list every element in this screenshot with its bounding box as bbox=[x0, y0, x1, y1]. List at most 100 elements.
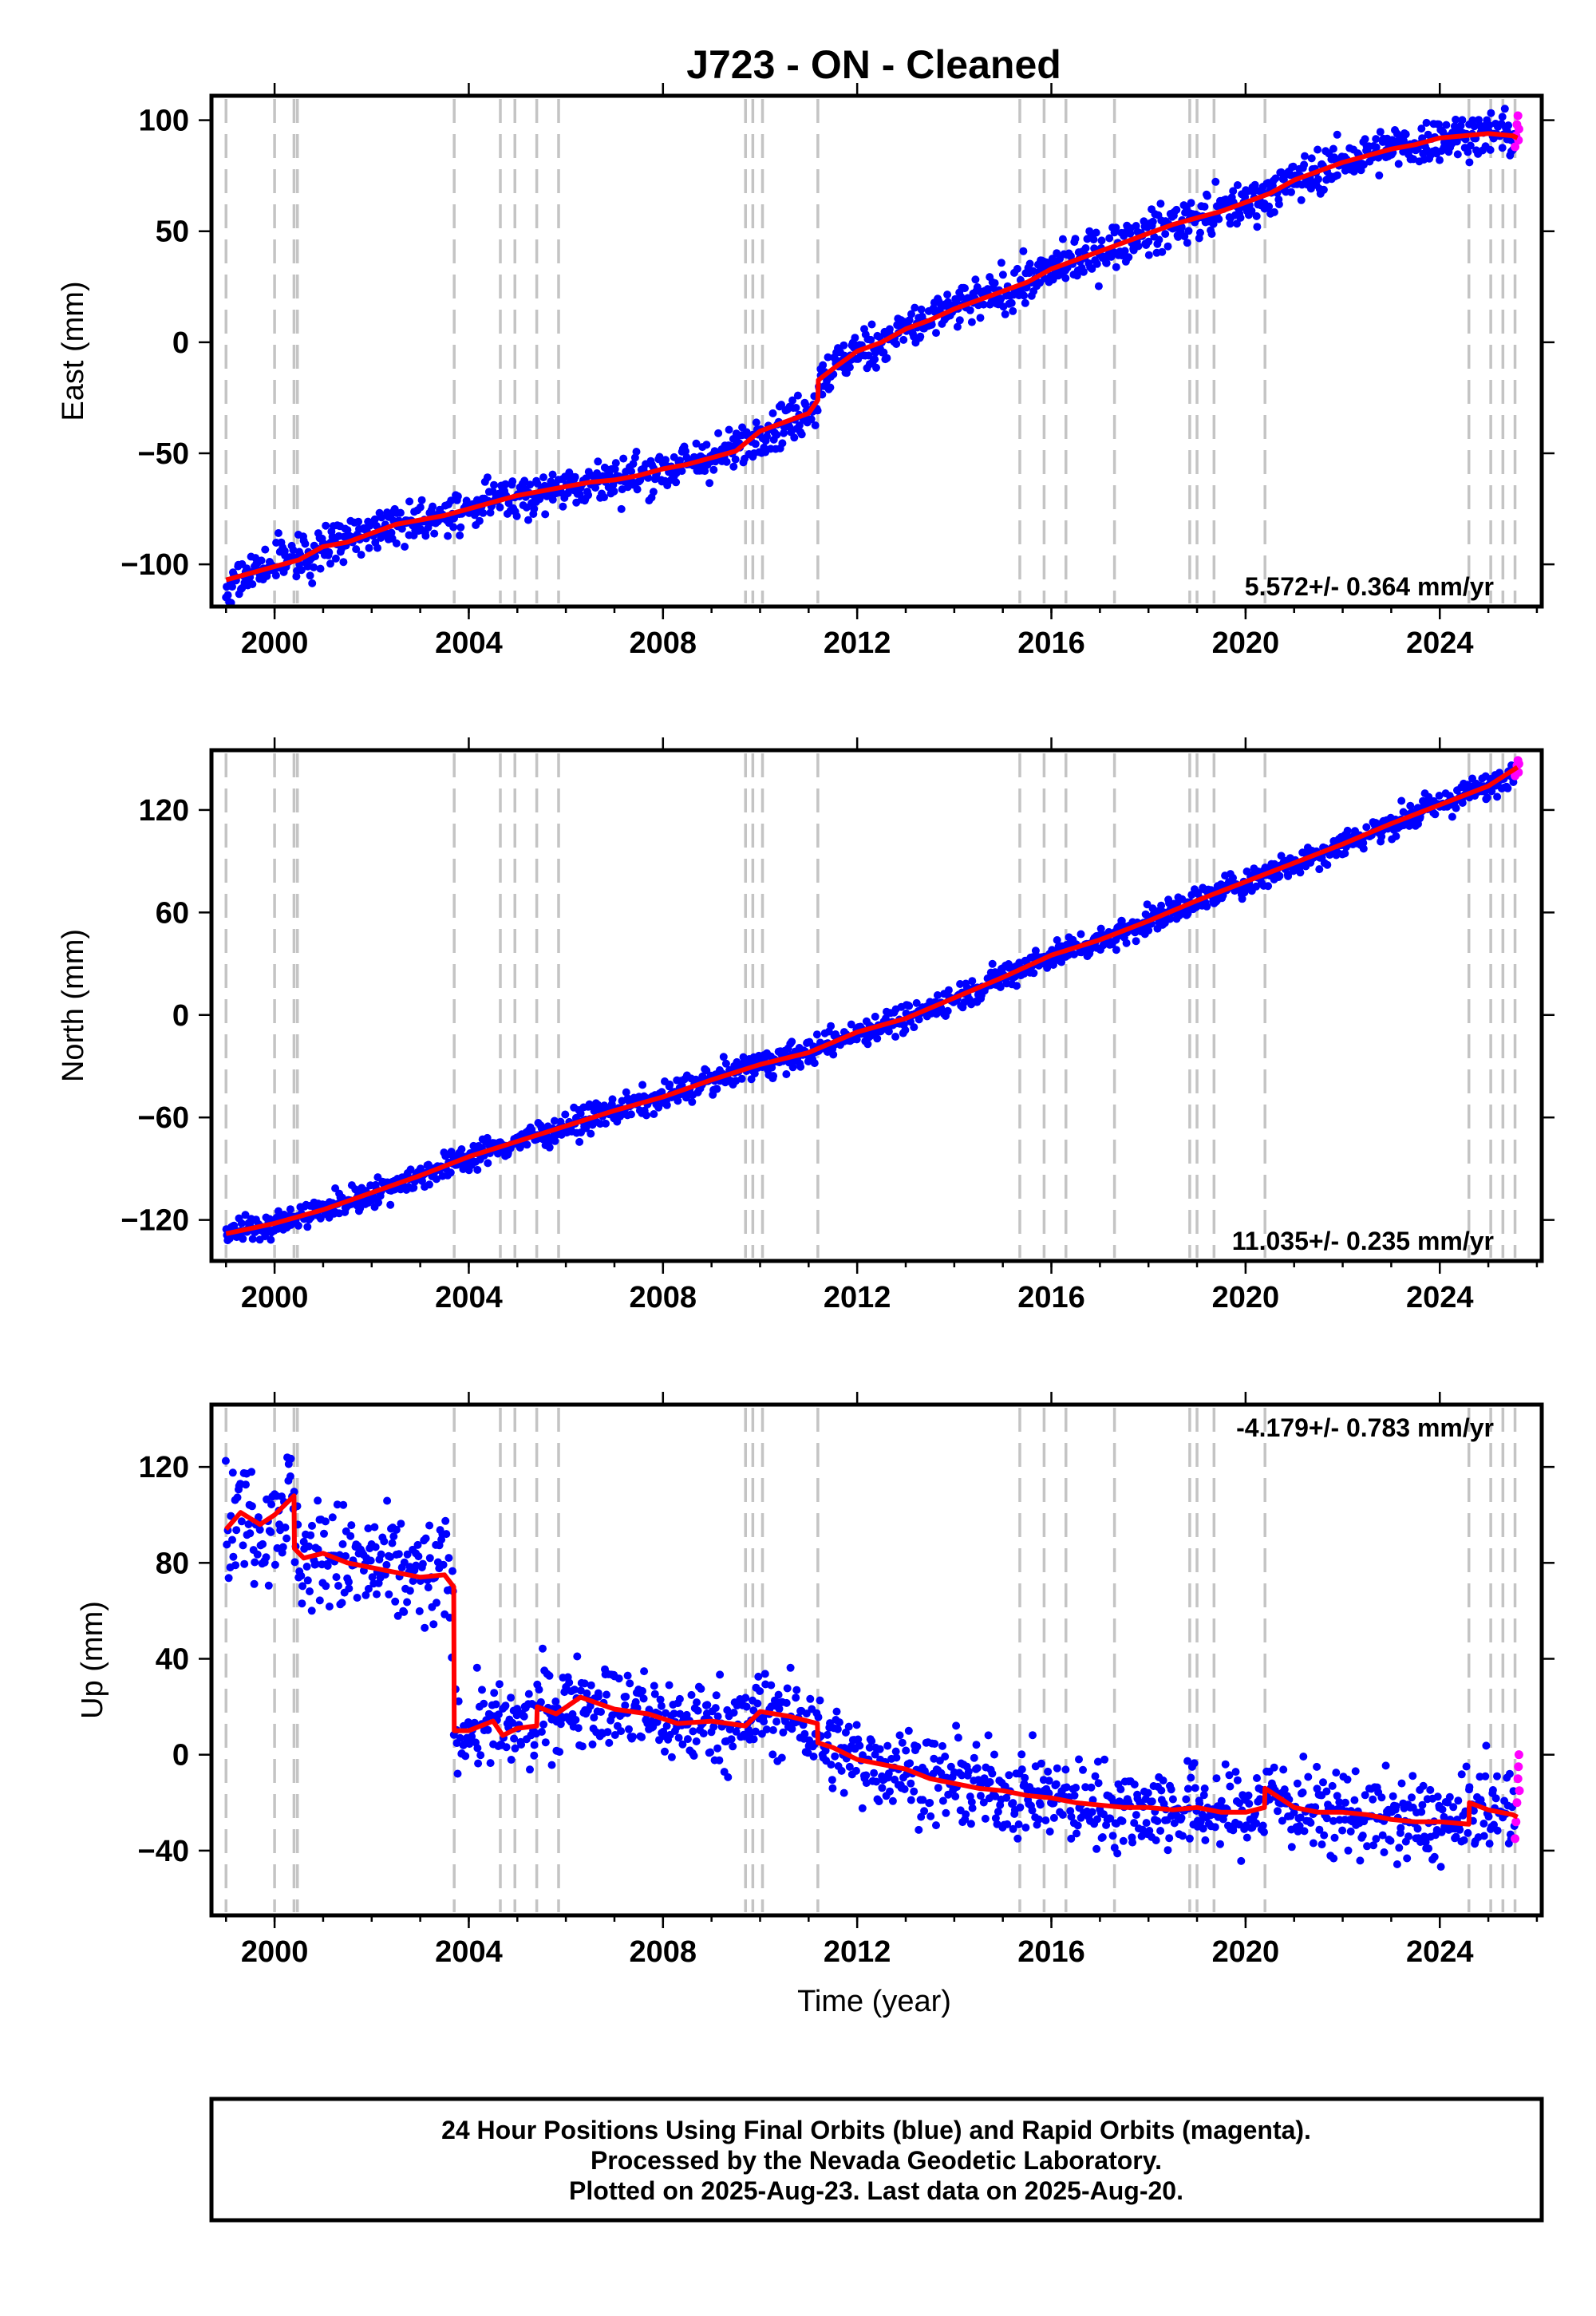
up-data-point bbox=[1488, 1786, 1497, 1794]
up-data-point bbox=[495, 1680, 504, 1689]
up-data-point bbox=[1341, 1798, 1349, 1807]
north-data-point bbox=[551, 1136, 559, 1145]
footer-box: 24 Hour Positions Using Final Orbits (bl… bbox=[209, 2097, 1544, 2223]
north-data-point bbox=[1483, 793, 1491, 802]
up-data-point bbox=[958, 1771, 966, 1780]
east-data-point bbox=[790, 433, 799, 442]
east-data-point bbox=[1297, 196, 1306, 204]
up-data-point bbox=[779, 1728, 788, 1737]
up-data-point bbox=[414, 1552, 423, 1561]
east-data-point bbox=[483, 473, 492, 482]
east-data-point bbox=[752, 418, 760, 427]
up-data-point bbox=[716, 1670, 725, 1679]
up-data-point bbox=[507, 1756, 516, 1764]
up-data-point bbox=[1417, 1808, 1426, 1816]
up-data-point bbox=[727, 1735, 736, 1744]
east-data-point bbox=[1452, 115, 1460, 124]
north-data-point bbox=[1431, 810, 1440, 819]
up-data-point bbox=[952, 1721, 961, 1730]
up-data-point bbox=[920, 1807, 929, 1816]
east-data-point bbox=[1105, 234, 1114, 243]
east-data-point bbox=[444, 532, 452, 540]
east-data-point bbox=[1270, 207, 1278, 216]
up-data-point bbox=[675, 1694, 684, 1703]
up-data-point bbox=[749, 1735, 758, 1744]
up-data-point bbox=[1361, 1791, 1369, 1800]
north-x-tick-label: 2000 bbox=[241, 1281, 309, 1314]
up-data-point bbox=[667, 1753, 676, 1761]
east-data-point bbox=[1236, 213, 1245, 222]
up-data-point bbox=[1430, 1852, 1439, 1861]
east-data-point bbox=[1233, 181, 1242, 189]
up-data-point bbox=[639, 1694, 648, 1703]
east-data-point bbox=[1329, 144, 1337, 153]
up-data-point bbox=[862, 1779, 871, 1788]
north-x-tick-label: 2004 bbox=[435, 1281, 503, 1314]
east-x-tick-label: 2012 bbox=[824, 626, 891, 660]
east-data-point bbox=[1124, 253, 1133, 262]
up-data-point bbox=[571, 1716, 580, 1724]
up-data-point bbox=[1152, 1836, 1160, 1844]
up-data-point bbox=[424, 1583, 433, 1592]
east-data-point bbox=[872, 363, 880, 372]
up-data-point bbox=[425, 1521, 434, 1530]
up-data-point bbox=[1062, 1783, 1071, 1792]
up-data-point bbox=[792, 1686, 801, 1694]
north-data-point bbox=[1341, 849, 1349, 858]
up-data-point bbox=[942, 1808, 950, 1817]
up-data-point bbox=[403, 1598, 412, 1607]
east-data-point bbox=[1401, 130, 1410, 139]
up-data-point bbox=[1369, 1841, 1378, 1850]
east-data-point bbox=[501, 480, 510, 488]
east-data-point bbox=[681, 447, 689, 456]
up-data-point bbox=[988, 1769, 997, 1778]
up-data-point bbox=[906, 1759, 915, 1768]
east-data-point bbox=[508, 477, 517, 486]
up-data-point bbox=[524, 1690, 533, 1698]
up-data-point bbox=[1049, 1799, 1058, 1808]
up-data-point bbox=[970, 1753, 978, 1762]
up-data-point bbox=[267, 1528, 275, 1536]
north-data-point bbox=[484, 1159, 492, 1168]
up-data-point bbox=[421, 1534, 430, 1543]
up-data-point bbox=[837, 1766, 846, 1775]
north-data-point bbox=[912, 998, 921, 1007]
up-data-point bbox=[1052, 1780, 1061, 1788]
north-data-point bbox=[1157, 901, 1166, 910]
up-data-point bbox=[1343, 1775, 1352, 1784]
up-data-point bbox=[670, 1709, 678, 1718]
east-data-point bbox=[271, 571, 280, 579]
east-data-point bbox=[1203, 192, 1211, 200]
up-data-point bbox=[1148, 1797, 1156, 1806]
north-data-point bbox=[457, 1145, 466, 1153]
east-data-point bbox=[594, 457, 602, 466]
up-data-point bbox=[536, 1697, 545, 1706]
up-data-point bbox=[332, 1573, 341, 1582]
up-data-point bbox=[1460, 1836, 1468, 1844]
east-data-point bbox=[1211, 177, 1220, 186]
up-data-point bbox=[1170, 1819, 1179, 1828]
up-data-point bbox=[1469, 1806, 1478, 1815]
up-rapid-orbit-point bbox=[1515, 1786, 1524, 1796]
up-data-point bbox=[828, 1776, 836, 1784]
up-data-point bbox=[1190, 1759, 1199, 1768]
north-rate-label: 11.035+/- 0.235 mm/yr bbox=[1232, 1227, 1494, 1255]
north-data-point bbox=[626, 1110, 635, 1119]
up-data-point bbox=[1072, 1784, 1080, 1792]
up-data-point bbox=[286, 1454, 295, 1463]
up-data-point bbox=[1315, 1825, 1324, 1834]
up-data-point bbox=[1329, 1816, 1337, 1825]
up-data-point bbox=[650, 1690, 659, 1698]
east-data-point bbox=[1071, 235, 1080, 243]
east-data-point bbox=[520, 476, 529, 485]
up-data-point bbox=[930, 1754, 938, 1763]
up-data-point bbox=[1016, 1803, 1025, 1812]
up-data-point bbox=[314, 1496, 322, 1505]
up-data-point bbox=[1404, 1832, 1412, 1841]
up-data-point bbox=[1130, 1819, 1139, 1828]
up-y-tick-label: −40 bbox=[138, 1835, 189, 1868]
up-data-point bbox=[1335, 1798, 1344, 1807]
up-data-point bbox=[1393, 1860, 1401, 1868]
east-data-point bbox=[899, 335, 908, 344]
up-data-point bbox=[712, 1691, 721, 1700]
